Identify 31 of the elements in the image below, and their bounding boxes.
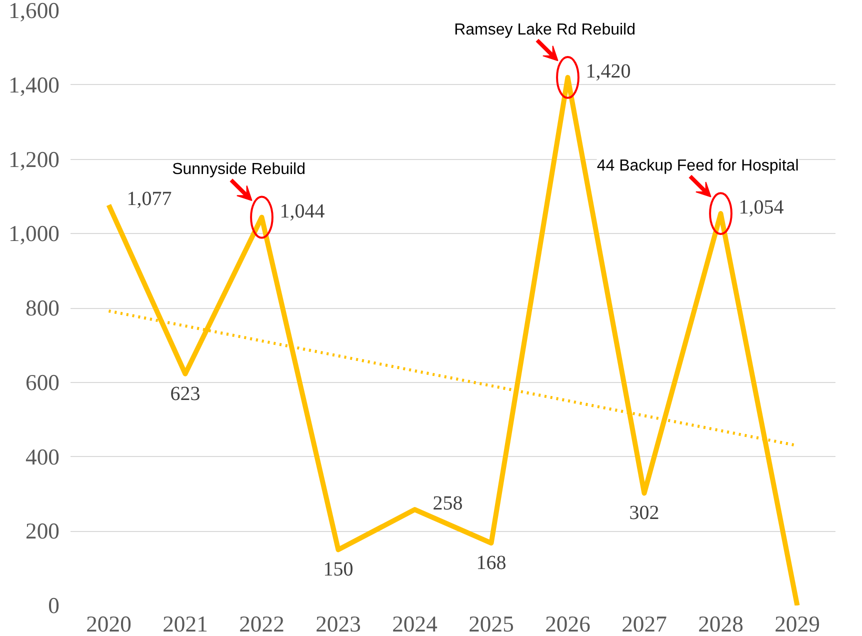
y-tick-label: 600 — [26, 370, 60, 395]
x-tick-label: 2028 — [698, 612, 744, 636]
y-tick-label: 1,200 — [8, 146, 60, 172]
x-tick-label: 2024 — [392, 612, 438, 636]
data-label: 150 — [323, 558, 354, 581]
annotation: Ramsey Lake Rd Rebuild — [454, 21, 636, 38]
y-tick-label: 200 — [26, 518, 60, 544]
data-label: 623 — [170, 382, 200, 405]
y-tick-label: 1,600 — [8, 0, 60, 23]
y-tick-label: 0 — [48, 593, 60, 618]
y-tick-label: 1,000 — [8, 221, 60, 246]
y-tick-label: 800 — [26, 296, 60, 320]
x-tick-label: 2029 — [774, 612, 820, 636]
x-tick-label: 2021 — [162, 612, 208, 636]
data-label: 302 — [629, 502, 660, 524]
data-label: 1,054 — [738, 196, 784, 219]
y-tick-label: 1,400 — [8, 72, 60, 98]
x-tick-label: 2022 — [239, 612, 284, 636]
y-tick-label: 400 — [26, 444, 60, 470]
x-tick-label: 2023 — [316, 612, 361, 636]
x-tick-label: 2020 — [86, 612, 132, 636]
annotation: Sunnyside Rebuild — [172, 161, 306, 178]
data-label: 258 — [432, 492, 463, 515]
x-tick-label: 2025 — [468, 612, 514, 636]
data-label: 1,044 — [280, 200, 325, 222]
data-label: 1,077 — [126, 188, 172, 210]
annotation: 44 Backup Feed for Hospital — [596, 157, 799, 174]
data-label: 168 — [476, 552, 506, 574]
x-tick-label: 2027 — [622, 612, 667, 636]
x-tick-label: 2026 — [545, 612, 590, 636]
data-label: 1,420 — [586, 60, 631, 82]
